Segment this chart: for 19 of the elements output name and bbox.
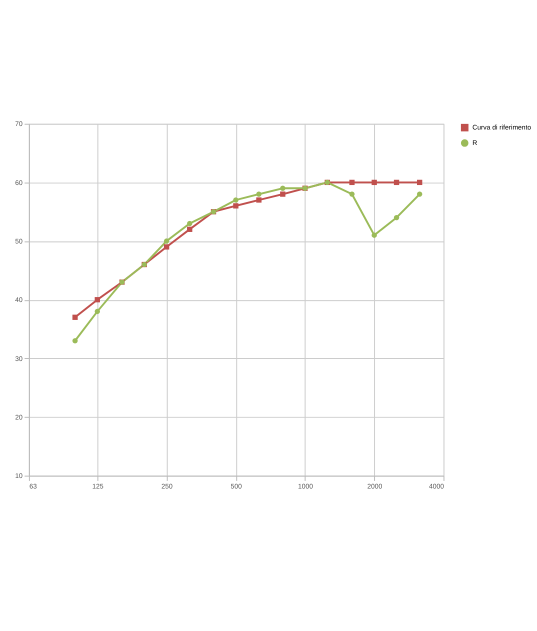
point: [233, 197, 238, 203]
point: [187, 220, 192, 226]
point: [233, 203, 238, 209]
point: [256, 197, 262, 203]
point: [164, 238, 170, 244]
point: [349, 192, 355, 197]
point: [187, 226, 192, 232]
point: [280, 191, 286, 197]
point: [416, 180, 422, 186]
point: [94, 297, 100, 302]
point: [416, 192, 422, 197]
point: [372, 180, 377, 186]
point: [72, 314, 78, 320]
point: [372, 232, 377, 238]
point: [94, 308, 100, 314]
point: [280, 186, 286, 191]
point: [256, 192, 262, 197]
point: [72, 338, 78, 344]
point: [394, 214, 400, 220]
